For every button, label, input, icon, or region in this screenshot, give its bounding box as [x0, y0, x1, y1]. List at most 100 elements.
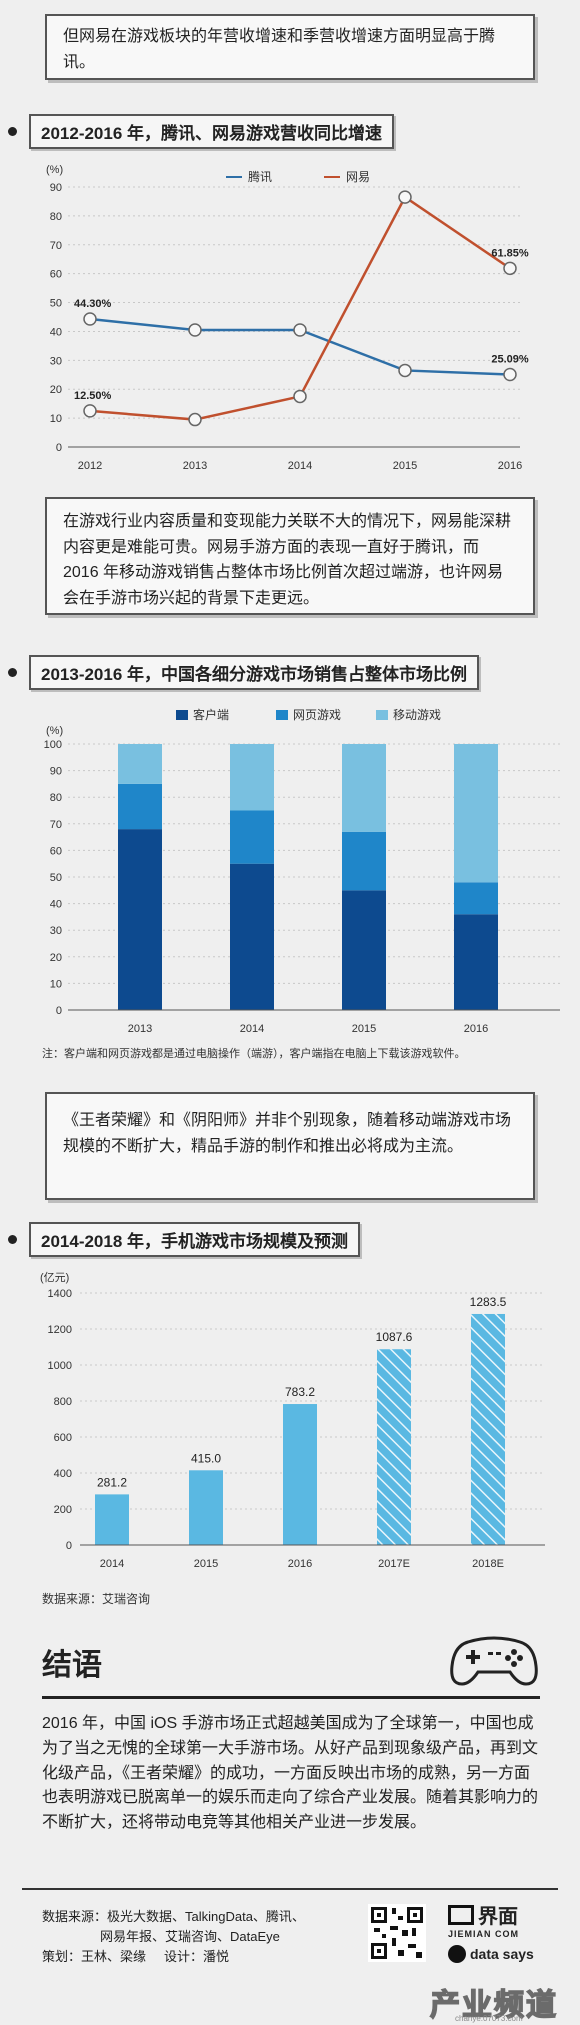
- bar-segment: [118, 744, 162, 784]
- x-tick-label: 2014: [288, 460, 312, 472]
- line-chart-growth: (%) 0 10 20 30 40 50 60 70 80 90 2012 2013 2014 2015 20…: [46, 164, 529, 472]
- data-label: 25.09%: [491, 354, 529, 366]
- jiemian-logo: 界面 JIEMIAN COM data says: [448, 1900, 548, 1963]
- bullet-icon: [8, 126, 17, 136]
- x-tick-label: 2016: [288, 1558, 312, 1570]
- bar-segment: [230, 810, 274, 864]
- footer: 数据来源：极光大数据、TalkingData、腾讯、 网易年报、艾瑞咨询、Dat…: [0, 1888, 580, 2025]
- data-label: 1283.5: [470, 1295, 507, 1309]
- y-tick-label: 10: [50, 978, 62, 990]
- x-tick-label: 2018E: [472, 1558, 504, 1570]
- y-tick-label: 20: [50, 384, 62, 396]
- x-tick-label: 2015: [352, 1023, 376, 1035]
- y-axis-unit: (亿元): [40, 1271, 69, 1284]
- trend-text-box: 《王者荣耀》和《阴阳师》并非个别现象，随着移动端游戏市场规模的不断扩大，精品手游…: [45, 1092, 535, 1200]
- data-point: [503, 261, 517, 276]
- x-tick-label: 2015: [194, 1558, 218, 1570]
- conclusion-title: 结语: [42, 1649, 102, 1682]
- legend-label: 移动游戏: [393, 708, 441, 722]
- section2-title: 2013-2016 年，中国各细分游戏市场销售占整体市场比例: [29, 654, 480, 690]
- legend-label: 客户端: [193, 707, 229, 722]
- y-tick-label: 80: [50, 211, 62, 223]
- x-tick-label: 2012: [78, 460, 102, 472]
- data-point: [293, 323, 307, 337]
- y-tick-label: 50: [50, 298, 62, 310]
- footer-sources-2: 网易年报、艾瑞咨询、DataEye: [100, 1929, 280, 1944]
- jiemian-logo-mark: [448, 1904, 474, 1925]
- footer-credits: 策划：王林、梁缘 设计：潘悦: [42, 1949, 230, 1964]
- data-says-icon: [448, 1945, 466, 1963]
- watermark: 产业频道: [429, 1988, 558, 2023]
- y-tick-label: 90: [50, 766, 62, 778]
- watermark-url: chanye.07073.com: [455, 2014, 523, 2023]
- bar-segment: [342, 744, 386, 832]
- jiemian-logo-sub: JIEMIAN COM: [448, 1929, 520, 1939]
- x-tick-label: 2014: [100, 1558, 124, 1570]
- y-tick-label: 40: [50, 899, 62, 911]
- data-point: [293, 389, 307, 404]
- bar-segment: [230, 744, 274, 811]
- bar-segment: [454, 882, 498, 915]
- x-tick-label: 2016: [464, 1023, 488, 1035]
- intro-text-box: 但网易在游戏板块的年营收增速和季营收增速方面明显高于腾讯。: [45, 14, 535, 80]
- y-tick-label: 10: [50, 413, 62, 425]
- y-tick-label: 40: [50, 326, 62, 338]
- section1-heading: 2012-2016 年，腾讯、网易游戏营收同比增速: [8, 113, 395, 149]
- qr-code-icon: [368, 1904, 426, 1962]
- trend-text: 《王者荣耀》和《阴阳师》并非个别现象，随着移动端游戏市场规模的不断扩大，精品手游…: [63, 1112, 512, 1155]
- y-tick-label: 100: [44, 739, 62, 751]
- bullet-icon: [8, 1234, 17, 1244]
- y-tick-label: 200: [54, 1504, 72, 1516]
- bar-segment: [230, 863, 274, 1010]
- y-tick-label: 1000: [48, 1360, 72, 1372]
- footer-sources-1: 数据来源：极光大数据、TalkingData、腾讯、: [42, 1909, 305, 1924]
- jiemian-logo-text: 界面: [478, 1906, 518, 1928]
- y-tick-label: 400: [54, 1468, 72, 1480]
- bar-segment: [118, 829, 162, 1010]
- footer-divider: [22, 1888, 558, 1890]
- y-tick-label: 30: [50, 925, 62, 937]
- bar: [189, 1470, 223, 1545]
- data-label: 281.2: [97, 1475, 127, 1489]
- x-tick-label: 2014: [240, 1023, 264, 1035]
- y-tick-label: 0: [56, 442, 62, 454]
- data-label: 61.85%: [491, 247, 529, 259]
- section2-heading: 2013-2016 年，中国各细分游戏市场销售占整体市场比例: [8, 654, 480, 690]
- y-tick-label: 90: [50, 182, 62, 194]
- gamepad-icon: [450, 1636, 538, 1686]
- analysis-text-box: 在游戏行业内容质量和变现能力关联不大的情况下，网易能深耕内容更是难能可贵。网易手…: [45, 497, 535, 615]
- bar-segment: [454, 914, 498, 1010]
- x-tick-label: 2017E: [378, 1558, 410, 1570]
- y-tick-label: 30: [50, 355, 62, 367]
- y-tick-label: 60: [50, 845, 62, 857]
- stacked-bar-chart-market-share: (%) 客户端 网页游戏 移动游戏 0 10 20 30 40 50 60 70 80 90 100 2013…: [44, 707, 560, 1035]
- bar-segment: [342, 890, 386, 1010]
- bar-segment: [454, 744, 498, 883]
- bar: [377, 1349, 411, 1545]
- bar-segment: [342, 831, 386, 891]
- y-tick-label: 20: [50, 952, 62, 964]
- data-point: [83, 404, 97, 418]
- data-point: [188, 323, 202, 337]
- data-says-text: data says: [470, 1946, 534, 1962]
- conclusion-divider: [42, 1696, 540, 1699]
- series-line: [89, 195, 511, 421]
- x-tick-label: 2016: [498, 460, 522, 472]
- section3-heading: 2014-2018 年，手机游戏市场规模及预测: [8, 1221, 361, 1257]
- data-label: 415.0: [191, 1451, 221, 1465]
- y-tick-label: 1400: [48, 1288, 72, 1300]
- intro-text: 但网易在游戏板块的年营收增速和季营收增速方面明显高于腾讯。: [63, 28, 496, 71]
- y-tick-label: 50: [50, 872, 62, 884]
- y-axis-unit: (%): [46, 164, 63, 176]
- x-tick-label: 2013: [183, 460, 207, 472]
- chart2-note: 注：客户端和网页游戏都是通过电脑操作（端游），客户端指在电脑上下载该游戏软件。: [42, 1048, 466, 1060]
- y-tick-label: 70: [50, 819, 62, 831]
- y-tick-label: 600: [54, 1432, 72, 1444]
- legend-label: 网易: [346, 170, 370, 184]
- data-point: [188, 412, 202, 427]
- bar: [95, 1494, 129, 1545]
- y-tick-label: 80: [50, 792, 62, 804]
- data-point: [503, 367, 517, 382]
- data-label: 44.30%: [74, 298, 112, 310]
- bar: [471, 1313, 505, 1545]
